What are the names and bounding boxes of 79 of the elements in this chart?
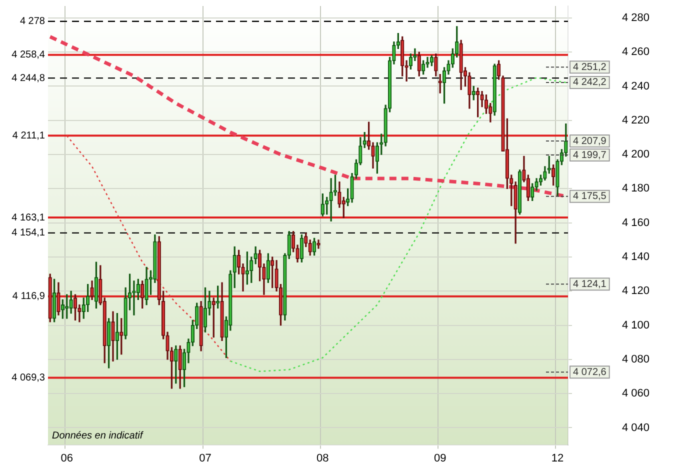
candlestick	[153, 234, 157, 283]
y-tick-label: 4 120	[622, 285, 650, 298]
ref-line-label: 4 154,1	[12, 228, 46, 239]
candlestick	[316, 240, 320, 249]
candlestick	[492, 64, 496, 116]
candlestick	[254, 246, 258, 264]
ref-line-label: 4 258,4	[12, 50, 46, 61]
annotation: 4 242,2	[573, 77, 607, 88]
x-tick-label: 06	[60, 452, 73, 464]
y-tick-label: 4 080	[622, 353, 650, 366]
candlestick	[514, 182, 518, 244]
candlestick	[124, 287, 128, 340]
candlestick	[371, 142, 375, 169]
y-tick-label: 4 180	[622, 182, 650, 195]
y-tick-label: 4 280	[622, 12, 650, 24]
y-tick-label: 4 060	[622, 388, 650, 400]
candlestick	[480, 91, 484, 108]
ref-line-label: 4 163,1	[12, 212, 46, 224]
line-series	[230, 77, 567, 372]
x-tick-label: 09	[434, 452, 446, 464]
ref-line-label: 4 278	[20, 16, 46, 28]
candlestick	[111, 311, 115, 362]
candlestick	[90, 280, 94, 300]
candlestick	[518, 170, 522, 215]
candlestick	[199, 301, 203, 352]
annotation: 4 124,1	[573, 278, 607, 290]
candlestick	[468, 72, 472, 109]
candlestick	[488, 102, 492, 122]
y-tick-label: 4 260	[622, 46, 650, 58]
candlestick	[426, 56, 430, 68]
y-tick-label: 4 220	[622, 114, 650, 126]
candlestick	[417, 52, 421, 76]
candlestick	[438, 74, 442, 94]
candlestick	[94, 262, 98, 309]
candlestick	[132, 280, 136, 316]
annotation: 4 072,6	[573, 366, 607, 378]
ref-line-label: 4 069,3	[12, 372, 46, 384]
y-tick-label: 4 240	[622, 80, 650, 92]
candlestick	[174, 345, 178, 384]
line-series	[66, 135, 232, 362]
candlestick	[220, 282, 224, 341]
annotation: Données en indicatif	[52, 430, 144, 442]
candlestick	[178, 345, 182, 389]
candlestick	[82, 298, 86, 319]
candlestick	[52, 278, 56, 322]
candlestick	[106, 318, 111, 368]
candlestick	[496, 60, 501, 80]
candlestick	[329, 178, 333, 222]
candlestick	[140, 280, 144, 309]
candlestick	[144, 266, 148, 306]
x-tick-label: 12	[551, 452, 564, 464]
candlestick	[48, 274, 52, 322]
y-tick-label: 4 200	[622, 148, 650, 161]
candlestick	[543, 166, 547, 180]
candlestick	[69, 290, 73, 314]
y-tick-label: 4 160	[622, 216, 650, 229]
y-tick-label: 4 140	[622, 251, 650, 264]
candlestick	[300, 234, 304, 262]
candlestick	[266, 253, 270, 283]
x-tick-label: 08	[316, 452, 329, 464]
candlestick	[56, 282, 60, 316]
x-tick-label: 07	[199, 452, 212, 464]
y-tick-label: 4 100	[622, 319, 650, 332]
candlestick	[421, 60, 426, 75]
annotation: 4 207,9	[573, 136, 607, 147]
candlestick	[338, 182, 342, 208]
ref-line-label: 4 244,8	[12, 72, 46, 84]
y-tick-label: 4 040	[622, 422, 650, 434]
candlestick	[320, 193, 325, 216]
annotation: 4 175,5	[573, 191, 607, 202]
ref-line-label: 4 116,9	[12, 291, 46, 302]
candlestick	[250, 256, 254, 283]
candlestick	[203, 287, 208, 332]
candlestick	[270, 256, 274, 288]
candlestick	[73, 294, 78, 320]
ref-line-label: 4 211,1	[12, 130, 46, 142]
annotation: 4 251,2	[573, 62, 607, 73]
candlestick	[459, 40, 463, 90]
annotation: 4 199,7	[573, 150, 607, 161]
